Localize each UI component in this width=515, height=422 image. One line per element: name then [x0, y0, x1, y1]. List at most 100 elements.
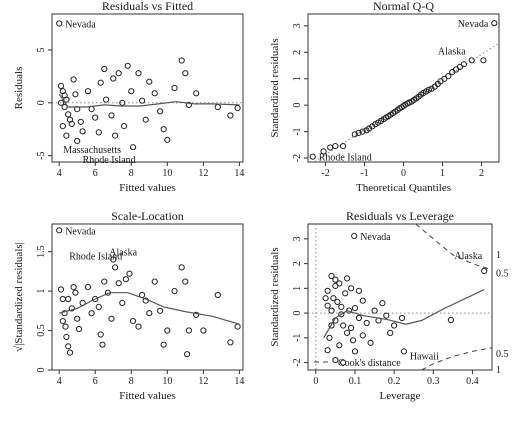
data-point	[146, 78, 153, 85]
y-tick-label: 1	[36, 289, 47, 294]
data-point	[160, 126, 167, 133]
data-point	[151, 278, 158, 285]
x-tick-label: 12	[198, 376, 208, 387]
data-point	[379, 300, 386, 307]
data-point	[400, 348, 407, 355]
data-point	[101, 65, 108, 73]
data-point	[391, 322, 398, 329]
data-point	[348, 285, 355, 292]
y-axis-label: Residuals	[13, 67, 25, 110]
data-point	[326, 334, 333, 341]
panel-0: Residuals vs Fitted 4 6 8 10 12 14 -5 0 5 Fitted v…	[13, 0, 244, 194]
smoother-line	[58, 93, 240, 108]
data-point	[227, 339, 234, 346]
data-point	[72, 91, 79, 98]
data-point	[92, 295, 99, 303]
x-tick-label: 8	[129, 376, 134, 387]
x-tick-label: 14	[234, 376, 244, 387]
data-point	[383, 312, 390, 319]
data-point	[387, 329, 394, 336]
point-label: Alaska	[438, 46, 466, 57]
data-point	[164, 136, 171, 143]
data-point	[103, 96, 110, 103]
data-point	[65, 295, 72, 303]
data-point	[65, 111, 72, 118]
x-tick-label: 2	[479, 168, 484, 179]
data-point	[63, 96, 70, 103]
data-point	[84, 284, 92, 291]
y-axis-label: Standardized residuals	[269, 247, 281, 346]
data-point	[332, 276, 339, 283]
data-point	[61, 103, 68, 111]
data-point	[193, 311, 200, 318]
plot-area	[309, 20, 499, 162]
x-tick-label: 8	[129, 168, 134, 179]
data-point	[491, 20, 498, 27]
data-point	[59, 295, 66, 303]
y-tick-label: 3	[292, 236, 303, 241]
x-tick-label: 14	[234, 168, 244, 179]
data-point	[88, 106, 95, 113]
point-label: Hawaii	[410, 351, 439, 362]
data-point	[355, 314, 362, 322]
data-point	[340, 143, 347, 150]
data-point	[110, 256, 117, 263]
data-point	[214, 103, 221, 111]
data-point	[468, 57, 475, 64]
data-point	[338, 311, 345, 318]
point-label: Rhode Island	[69, 252, 122, 263]
data-point	[351, 131, 358, 138]
data-point	[142, 116, 149, 123]
data-point	[182, 70, 189, 77]
y-tick-label: 2	[292, 50, 303, 55]
x-tick-label: 4	[57, 376, 62, 387]
data-point	[214, 291, 221, 299]
y-tick-label: 0	[292, 103, 303, 108]
y-tick-label: -5	[36, 151, 47, 159]
data-point	[119, 299, 126, 306]
plot-frame	[51, 223, 244, 371]
smoother-line	[323, 289, 485, 339]
data-point	[359, 332, 366, 339]
data-point	[74, 137, 81, 144]
data-point	[95, 129, 102, 136]
x-tick-label: 6	[93, 168, 98, 179]
point-label: Alaska	[454, 251, 482, 262]
data-point	[340, 359, 347, 366]
data-point	[309, 153, 316, 160]
cook-level-label: 0.5	[496, 268, 509, 279]
x-tick-label: 1	[440, 168, 445, 179]
data-point	[108, 315, 115, 322]
data-point	[99, 341, 106, 348]
cook-legend-label: Cook's distance	[338, 358, 401, 369]
data-point	[322, 295, 329, 302]
panel-2: Scale-Location 4 6 8 10 12 14 0 0.5 1 1.5 Fitted va…	[13, 209, 244, 402]
data-point	[151, 90, 158, 97]
panel-1: Normal Q-Q -2 -1 0 1 2 -2 -1 0 1 2 3 Theoretical Qua…	[269, 0, 500, 194]
point-label: Nevada	[65, 20, 96, 31]
data-point	[351, 305, 359, 312]
data-point	[445, 73, 452, 80]
data-point	[160, 341, 167, 348]
data-point	[234, 105, 241, 112]
x-tick-label: 0.1	[349, 376, 362, 387]
qq-reference-line	[313, 42, 499, 162]
data-point	[112, 132, 119, 139]
data-point	[340, 322, 347, 329]
panel-title: Scale-Location	[111, 209, 184, 223]
data-point	[70, 284, 77, 291]
data-point	[122, 276, 130, 283]
data-point	[68, 305, 75, 312]
data-point	[115, 70, 122, 77]
data-point	[324, 302, 331, 309]
data-point	[88, 310, 95, 317]
data-point	[97, 331, 104, 338]
y-axis-label: Standardized residuals	[269, 38, 281, 137]
data-point	[115, 280, 122, 287]
data-point	[139, 97, 146, 104]
data-point	[185, 101, 192, 109]
plot-frame	[307, 13, 500, 163]
y-tick-label: -2	[292, 154, 303, 162]
data-point	[130, 318, 137, 325]
data-point	[63, 333, 70, 340]
